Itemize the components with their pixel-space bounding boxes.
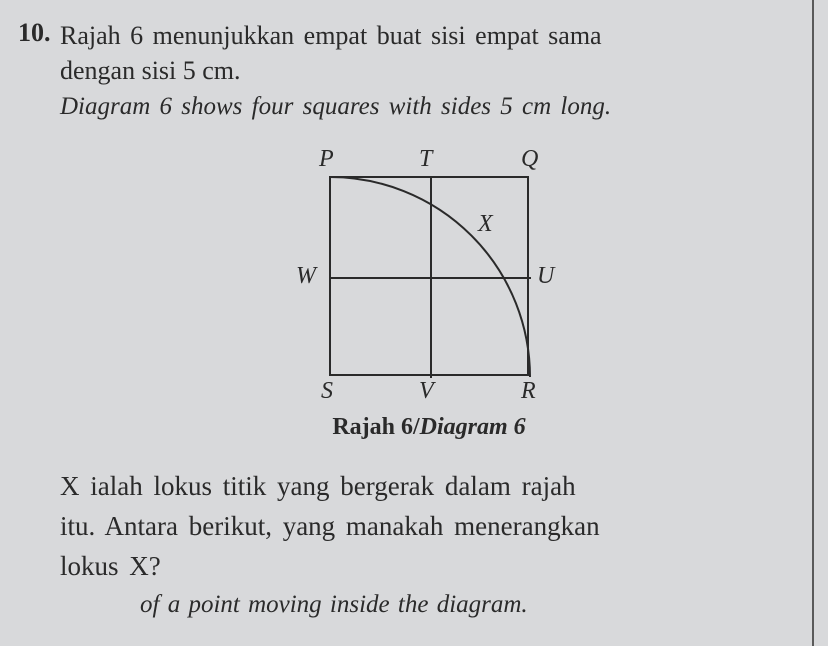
caption-en: Diagram 6 xyxy=(420,414,526,440)
continuation-ms-line3: lokus X? xyxy=(60,547,798,587)
vertex-label-v: V xyxy=(419,378,434,405)
question-block: 10. Rajah 6 menunjukkan empat buat sisi … xyxy=(60,18,798,619)
vertex-label-s: S xyxy=(321,378,333,405)
diagram-caption: Rajah 6/Diagram 6 xyxy=(60,414,798,441)
diagram-container: P T Q X W U S V R xyxy=(60,146,798,406)
vertex-label-q: Q xyxy=(521,146,538,173)
diagram: P T Q X W U S V R xyxy=(299,146,559,406)
vertex-label-p: P xyxy=(319,146,334,173)
vertex-label-u: U xyxy=(537,263,554,290)
continuation-en-cut: of a point moving inside the diagram. xyxy=(60,591,798,619)
question-text-ms-line1: Rajah 6 menunjukkan empat buat sisi empa… xyxy=(60,18,798,53)
continuation-ms-line1: X ialah lokus titik yang bergerak dalam … xyxy=(60,467,798,507)
vertex-label-w: W xyxy=(296,263,316,290)
arc-pr xyxy=(329,176,533,380)
vertex-label-r: R xyxy=(521,378,536,405)
question-number: 10. xyxy=(18,18,51,48)
question-text-ms-line2: dengan sisi 5 cm. xyxy=(60,53,798,88)
page-right-border xyxy=(812,0,814,646)
vertex-label-t: T xyxy=(419,146,432,173)
question-text-en: Diagram 6 shows four squares with sides … xyxy=(60,90,798,124)
caption-ms: Rajah 6/ xyxy=(332,414,419,440)
continuation-ms-line2: itu. Antara berikut, yang manakah menera… xyxy=(60,507,798,547)
vertex-label-x: X xyxy=(478,211,493,238)
